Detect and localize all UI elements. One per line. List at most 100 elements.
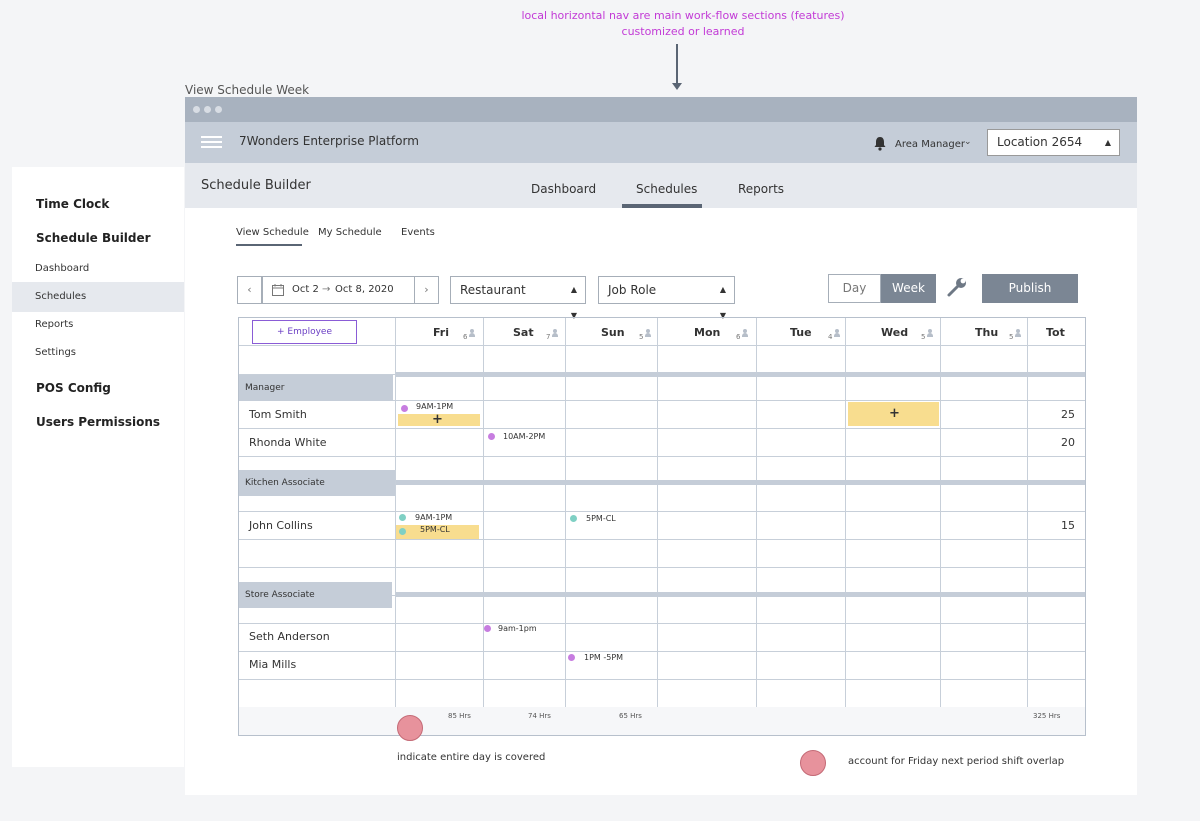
annotation-marker-icon — [397, 715, 423, 741]
section-bar: Schedule Builder Dashboard Schedules Rep… — [185, 163, 1137, 208]
location-value: Location 2654 — [997, 135, 1083, 149]
sidebar-item-schedules[interactable]: Schedules — [12, 282, 184, 312]
person-icon — [742, 329, 748, 337]
bell-icon[interactable] — [873, 136, 887, 151]
day-count: 5 — [639, 333, 644, 341]
shift-block[interactable]: 1PM -5PM — [584, 653, 624, 662]
group-label-manager: Manager — [239, 375, 393, 401]
hamburger-icon[interactable] — [201, 136, 222, 149]
employee-total: 15 — [1061, 519, 1075, 532]
hours-footer-row — [239, 707, 1085, 735]
venue-select[interactable]: Restaurant ▲ ▼ — [450, 276, 586, 320]
tab-dashboard[interactable]: Dashboard — [531, 182, 597, 196]
open-shift-bar[interactable] — [396, 525, 479, 539]
employee-name[interactable]: John Collins — [249, 519, 313, 532]
shift-dot-icon — [570, 515, 577, 522]
employee-name[interactable]: Seth Anderson — [249, 630, 330, 643]
person-icon — [1015, 329, 1021, 337]
sidebar-item-dashboard[interactable]: Dashboard — [35, 263, 90, 274]
employee-total: 20 — [1061, 436, 1075, 449]
open-shift-bar[interactable] — [848, 402, 939, 426]
shift-block[interactable]: 9AM-1PM — [415, 513, 453, 522]
employee-total: 25 — [1061, 408, 1075, 421]
shift-block[interactable]: 10AM-2PM — [503, 432, 546, 441]
window-chrome — [185, 97, 1137, 122]
shift-dot-icon — [488, 433, 495, 440]
employee-name[interactable]: Rhonda White — [249, 436, 327, 449]
sidebar-time-clock[interactable]: Time Clock — [36, 197, 110, 211]
annotation-line-1: local horizontal nav are main work-flow … — [521, 9, 845, 22]
chevron-right-icon[interactable]: › — [414, 276, 439, 304]
tab-reports[interactable]: Reports — [738, 182, 785, 196]
calendar-icon — [272, 284, 284, 296]
add-shift-icon[interactable]: + — [889, 406, 900, 421]
employee-name[interactable]: Tom Smith — [249, 408, 307, 421]
hours-sat: 74 Hrs — [528, 712, 551, 720]
date-range-picker[interactable]: Oct 2 → Oct 8, 2020 — [262, 276, 415, 304]
active-tab-indicator — [622, 204, 702, 208]
person-icon — [469, 329, 475, 337]
day-header-total: Tot — [1046, 326, 1065, 339]
person-icon — [927, 329, 933, 337]
day-count: 6 — [736, 333, 741, 341]
subtab-events[interactable]: Events — [401, 227, 435, 238]
day-header-fri: Fri — [433, 326, 450, 339]
window-dot-icon[interactable] — [193, 106, 200, 113]
person-icon — [552, 329, 558, 337]
shift-block[interactable]: 5PM-CL — [420, 525, 450, 534]
sidebar-item-settings[interactable]: Settings — [35, 347, 77, 358]
sidebar-users-permissions[interactable]: Users Permissions — [36, 415, 161, 429]
annotation-overlap: account for Friday next period shift ove… — [848, 756, 1065, 767]
day-count: 4 — [828, 333, 833, 341]
section-title: Schedule Builder — [201, 178, 311, 193]
annotation-arrow-icon — [672, 44, 682, 90]
window-dot-icon[interactable] — [204, 106, 211, 113]
annotation-covered: indicate entire day is covered — [397, 752, 546, 763]
shift-block[interactable]: 9am-1pm — [498, 624, 537, 633]
open-shift-bar[interactable] — [398, 414, 480, 426]
date-from: Oct 2 — [292, 284, 319, 295]
week-toggle-button[interactable]: Week — [881, 274, 936, 303]
shift-block[interactable]: 9AM-1PM — [416, 402, 454, 411]
window-dot-icon[interactable] — [215, 106, 222, 113]
left-sidebar: Time Clock Schedule Builder Dashboard Sc… — [12, 167, 184, 767]
workflow-annotation: local horizontal nav are main work-flow … — [0, 8, 1200, 40]
role-menu[interactable]: Area Manager — [895, 139, 966, 150]
updown-icon: ▲▼ — [570, 285, 577, 320]
sidebar-schedule-builder[interactable]: Schedule Builder — [36, 231, 151, 245]
publish-button[interactable]: Publish — [982, 274, 1078, 303]
job-role-select[interactable]: Job Role ▲ ▼ — [598, 276, 735, 320]
shift-dot-icon — [568, 654, 575, 661]
app-title: 7Wonders Enterprise Platform — [239, 134, 419, 148]
person-icon — [834, 329, 840, 337]
sidebar-item-reports[interactable]: Reports — [35, 319, 74, 330]
shift-dot-icon — [484, 625, 491, 632]
shift-block[interactable]: 5PM-CL — [586, 514, 616, 523]
sidebar-pos-config[interactable]: POS Config — [36, 381, 111, 395]
day-count: 6 — [463, 333, 468, 341]
frame-label: View Schedule Week — [185, 83, 310, 97]
app-window: 7Wonders Enterprise Platform Area Manage… — [185, 97, 1137, 795]
shift-dot-icon — [401, 405, 408, 412]
date-to: Oct 8, 2020 — [335, 284, 394, 295]
chevron-left-icon[interactable]: ‹ — [237, 276, 262, 304]
day-count: 5 — [921, 333, 926, 341]
day-header-wed: Wed — [881, 326, 909, 339]
day-header-sat: Sat — [513, 326, 534, 339]
subtab-view-schedule[interactable]: View Schedule — [236, 227, 309, 238]
annotation-marker-icon — [800, 750, 826, 776]
location-select[interactable]: Location 2654 ▲▼ — [987, 129, 1120, 172]
day-header-sun: Sun — [601, 326, 625, 339]
tab-schedules[interactable]: Schedules — [636, 182, 698, 196]
schedule-grid: + Employee Fri 6 Sat 7 Sun 5 Mon 6 Tue 4… — [238, 317, 1086, 736]
day-header-thu: Thu — [975, 326, 999, 339]
add-shift-icon[interactable]: + — [432, 412, 443, 427]
job-role-value: Job Role — [608, 283, 657, 297]
wrench-icon[interactable] — [946, 276, 968, 298]
add-employee-button[interactable]: + Employee — [252, 320, 357, 344]
employee-name[interactable]: Mia Mills — [249, 658, 297, 671]
subtab-my-schedule[interactable]: My Schedule — [318, 227, 382, 238]
chevron-down-icon[interactable]: ⌄ — [964, 137, 972, 147]
day-toggle-button[interactable]: Day — [828, 274, 881, 303]
arrow-right-icon: → — [322, 284, 331, 295]
